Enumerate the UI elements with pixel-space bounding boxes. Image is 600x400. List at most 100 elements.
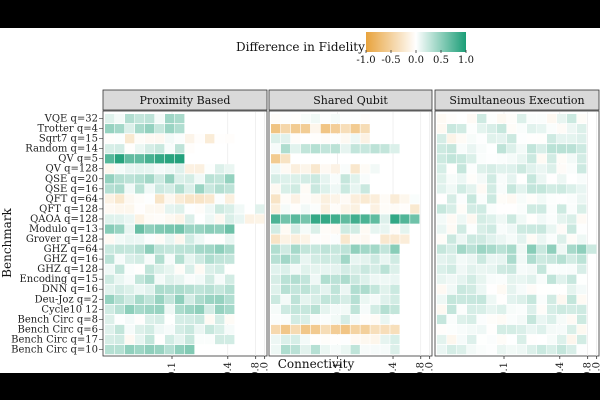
heatmap-tile: [507, 344, 517, 355]
heatmap-tile: [487, 294, 497, 304]
heatmap-tile: [547, 164, 557, 174]
heatmap-tile: [125, 134, 135, 144]
heatmap-tile: [175, 304, 185, 315]
heatmap-tile: [105, 334, 115, 345]
heatmap-tile: [115, 254, 125, 264]
heatmap-tile: [507, 334, 517, 345]
heatmap-tile: [330, 274, 340, 284]
heatmap-tile: [557, 184, 567, 194]
heatmap-tile: [271, 214, 281, 224]
heatmap-tile: [105, 224, 115, 234]
heatmap-tile: [567, 314, 577, 325]
heatmap-tile: [105, 124, 115, 134]
heatmap-tile: [320, 224, 331, 234]
heatmap-tile: [437, 174, 447, 184]
heatmap-tile: [577, 174, 587, 184]
x-tick-label: 0.1: [333, 362, 344, 373]
benchmark-label: Trotter q=4: [37, 124, 98, 135]
heatmap-tile: [577, 164, 587, 174]
heatmap-tile: [125, 264, 135, 274]
heatmap-tile: [467, 234, 477, 244]
heatmap-tile: [467, 204, 477, 214]
heatmap-tile: [330, 264, 340, 274]
heatmap-tile: [517, 164, 527, 174]
heatmap-tile: [310, 144, 321, 154]
heatmap-tile: [175, 324, 185, 335]
heatmap-tile: [155, 194, 165, 204]
heatmap-tile: [537, 154, 547, 164]
heatmap-tile: [467, 184, 477, 194]
heatmap-tile: [290, 334, 301, 345]
heatmap-tile: [155, 314, 165, 325]
heatmap-tile: [467, 244, 477, 254]
heatmap-tile: [447, 184, 457, 194]
heatmap-tile: [350, 134, 360, 144]
heatmap-tile: [517, 184, 527, 194]
x-axis-title: Connectivity: [278, 357, 355, 371]
heatmap-tile: [577, 144, 587, 154]
heatmap-tile: [467, 314, 477, 325]
heatmap-tile: [497, 284, 507, 294]
heatmap-tile: [457, 224, 467, 234]
heatmap-tile: [547, 264, 557, 274]
heatmap-tile: [340, 184, 350, 194]
heatmap-tile: [245, 214, 255, 224]
heatmap-tile: [125, 164, 135, 174]
heatmap-tile: [577, 184, 587, 194]
heatmap-tile: [105, 244, 115, 254]
heatmap-tile: [185, 234, 195, 244]
heatmap-tile: [271, 164, 281, 174]
heatmap-tile: [165, 194, 175, 204]
heatmap-tile: [557, 324, 567, 335]
heatmap-tile: [547, 224, 557, 234]
heatmap-tile: [497, 164, 507, 174]
heatmap-tile: [205, 244, 215, 254]
heatmap-tile: [517, 344, 527, 355]
heatmap-tile: [390, 144, 400, 154]
heatmap-tile: [507, 154, 517, 164]
heatmap-tile: [457, 244, 467, 254]
heatmap-tile: [165, 224, 175, 234]
heatmap-tile: [487, 304, 497, 315]
heatmap-tile: [577, 134, 587, 144]
heatmap-tile: [155, 144, 165, 154]
heatmap-tile: [280, 264, 291, 274]
heatmap-tile: [380, 244, 390, 254]
x-tick-label: 0.8: [583, 362, 594, 373]
heatmap-tile: [507, 274, 517, 284]
heatmap-tile: [105, 234, 115, 244]
heatmap-tile: [290, 124, 301, 134]
heatmap-tile: [155, 234, 165, 244]
heatmap-tile: [487, 184, 497, 194]
heatmap-tile: [135, 184, 145, 194]
heatmap-tile: [320, 284, 331, 294]
heatmap-tile: [300, 174, 311, 184]
heatmap-tile: [350, 234, 360, 244]
heatmap-tile: [577, 114, 587, 124]
heatmap-tile: [497, 114, 507, 124]
heatmap-tile: [390, 264, 400, 274]
heatmap-tile: [125, 304, 135, 315]
heatmap-tile: [457, 274, 467, 284]
heatmap-tile: [115, 244, 125, 254]
heatmap-tile: [447, 174, 457, 184]
heatmap-tile: [487, 114, 497, 124]
heatmap-tile: [195, 274, 205, 284]
heatmap-tile: [300, 114, 311, 124]
heatmap-tile: [310, 324, 321, 335]
heatmap-tile: [437, 204, 447, 214]
heatmap-tile: [195, 214, 205, 224]
heatmap-tile: [155, 244, 165, 254]
heatmap-tile: [467, 124, 477, 134]
heatmap-tile: [447, 134, 457, 144]
heatmap-tile: [205, 224, 215, 234]
heatmap-tile: [175, 224, 185, 234]
facet-strip: [434, 89, 600, 111]
heatmap-tile: [527, 314, 537, 325]
heatmap-tile: [135, 154, 145, 164]
heatmap-tile: [300, 264, 311, 274]
heatmap-tile: [507, 324, 517, 335]
heatmap-tile: [290, 274, 301, 284]
heatmap-tile: [457, 154, 467, 164]
heatmap-tile: [185, 264, 195, 274]
